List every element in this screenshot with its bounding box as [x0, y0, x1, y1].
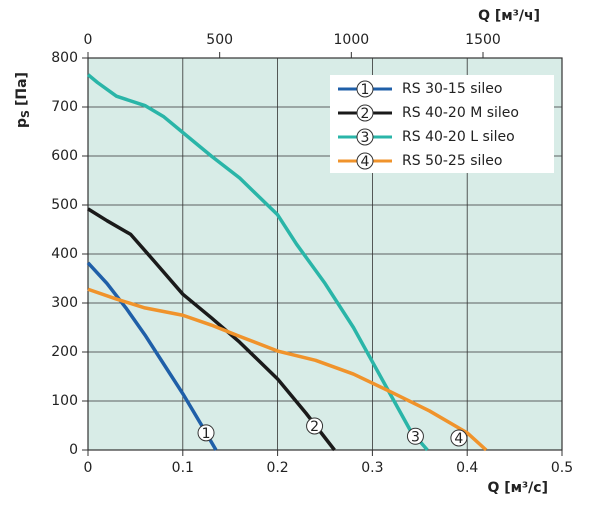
- x-tick-label: 0: [84, 460, 93, 476]
- curve-marker: [356, 128, 374, 146]
- legend-label: RS 40-20 M sileo: [402, 105, 519, 121]
- x2-tick-label: 500: [206, 32, 233, 48]
- curve-marker-label: 3: [411, 429, 420, 445]
- y-tick-label: 200: [51, 344, 78, 360]
- legend-label: RS 50-25 sileo: [402, 153, 502, 169]
- curve-marker: [356, 80, 374, 98]
- x-axis-label: Q [м³/с]: [487, 480, 548, 496]
- y-axis-label: pS [Па]: [14, 72, 32, 128]
- y-label-unit: [Па]: [14, 72, 30, 106]
- x-tick-label: 0.3: [361, 460, 383, 476]
- x2-tick-label: 1500: [465, 32, 501, 48]
- curve-marker-label: 3: [361, 130, 370, 146]
- y-tick-label: 600: [51, 148, 78, 164]
- y-tick-label: 100: [51, 393, 78, 409]
- curve-marker-label: 4: [454, 431, 463, 447]
- legend-label: RS 30-15 sileo: [402, 81, 502, 97]
- x2-axis-label: Q [м³/ч]: [478, 8, 540, 24]
- x-tick-label: 0.1: [172, 460, 194, 476]
- curve-marker: [356, 104, 374, 122]
- curve-marker: [197, 424, 215, 442]
- x-tick-label: 0.5: [551, 460, 573, 476]
- y-tick-label: 0: [69, 442, 78, 458]
- curve-marker: [356, 152, 374, 170]
- curve-marker-label: 4: [361, 154, 370, 170]
- series-line: [87, 207, 336, 452]
- y-tick-label: 700: [51, 99, 78, 115]
- x2-tick-label: 1000: [334, 32, 370, 48]
- series-line: [86, 73, 429, 452]
- y-tick-label: 400: [51, 246, 78, 262]
- plot-frame: [87, 57, 563, 451]
- series-line: [87, 287, 488, 452]
- curve-marker-label: 1: [202, 426, 211, 442]
- x-tick-label: 0.4: [456, 460, 478, 476]
- x2-tick-label: 0: [84, 32, 93, 48]
- curve-marker: [406, 427, 424, 445]
- y-label-main: p: [14, 118, 30, 128]
- series-line: [86, 261, 218, 451]
- curve-marker: [306, 417, 324, 435]
- curve-marker-label: 2: [361, 106, 370, 122]
- curve-marker: [450, 429, 468, 447]
- y-label-sub: S: [19, 110, 32, 118]
- legend-label: RS 40-20 L sileo: [402, 129, 515, 145]
- y-tick-label: 500: [51, 197, 78, 213]
- y-tick-label: 300: [51, 295, 78, 311]
- y-tick-label: 800: [51, 50, 78, 66]
- curve-marker-label: 2: [310, 419, 319, 435]
- curve-marker-label: 1: [361, 82, 370, 98]
- x-tick-label: 0.2: [266, 460, 288, 476]
